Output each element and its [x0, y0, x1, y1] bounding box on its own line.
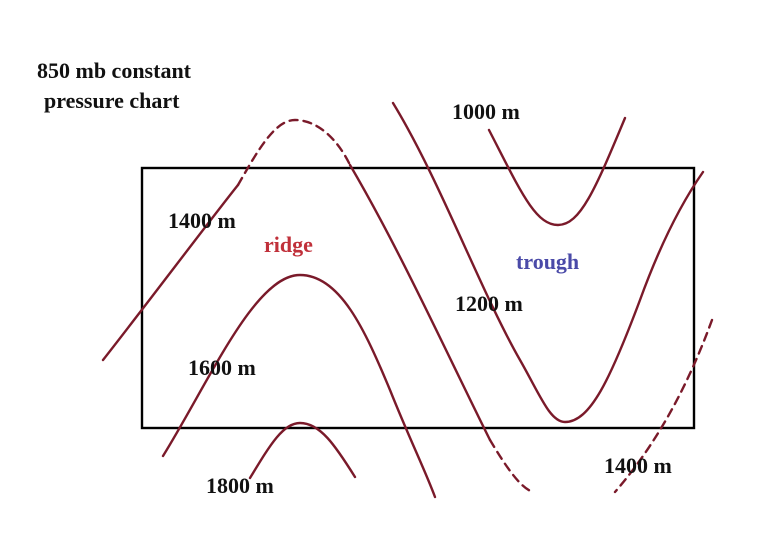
- label-1400m-left: 1400 m: [168, 208, 236, 233]
- label-1600m: 1600 m: [188, 355, 256, 380]
- label-1800m: 1800 m: [206, 473, 274, 498]
- contour-1000m: [487, 116, 627, 227]
- contour-1600m: [161, 273, 437, 499]
- label-ridge: ridge: [264, 232, 313, 257]
- label-1200m: 1200 m: [455, 291, 523, 316]
- contour-1400m-right-dashed: [613, 318, 714, 494]
- contour-1800m: [248, 421, 357, 480]
- label-1400m-right: 1400 m: [604, 453, 672, 478]
- map-frame: [140, 166, 696, 430]
- chart-title-line1: 850 mb constant: [37, 58, 192, 83]
- label-1000m: 1000 m: [452, 99, 520, 124]
- chart-title-line2: pressure chart: [44, 88, 180, 113]
- label-trough: trough: [516, 249, 579, 274]
- contour-1400m-middle: [348, 163, 492, 442]
- contour-1200m: [391, 101, 705, 424]
- contour-1400m-top-dashed: [236, 118, 352, 187]
- contour-1400m-left: [101, 183, 240, 362]
- contour-1400m-bottom-dashed: [488, 438, 535, 494]
